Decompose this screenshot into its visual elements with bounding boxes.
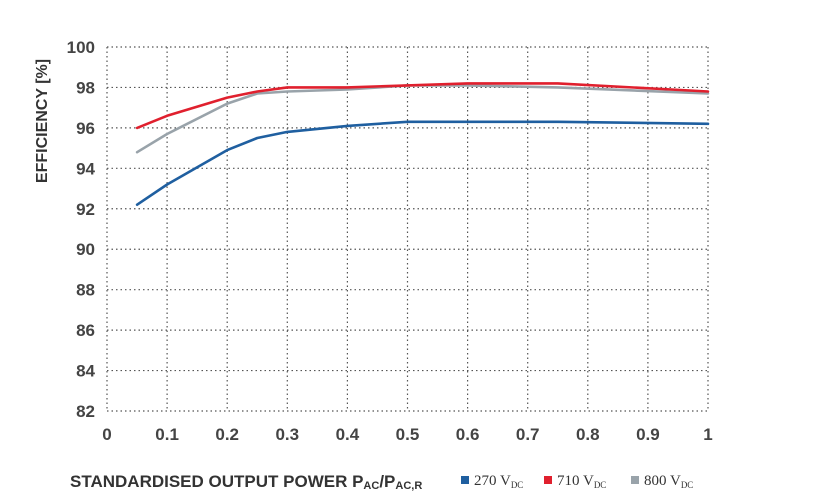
legend-swatch-1 [544, 476, 552, 484]
x-axis-title-main: STANDARDISED OUTPUT POWER P [70, 472, 363, 491]
x-axis-title-sep: /P [379, 472, 395, 491]
y-tick-label-1: 84 [76, 362, 95, 381]
legend-label-sub-1: DC [594, 480, 607, 490]
legend-label-0: 270 VDC [474, 473, 523, 490]
y-tick-label-6: 94 [76, 159, 95, 178]
x-tick-label-0: 0 [102, 425, 111, 444]
x-tick-label-3: 0.3 [275, 425, 299, 444]
x-tick-label-7: 0.7 [516, 425, 540, 444]
y-tick-label-9: 100 [67, 38, 95, 57]
legend-label-sub-2: DC [681, 480, 694, 490]
legend-label-main-1: 710 V [557, 473, 594, 489]
x-axis-title: STANDARDISED OUTPUT POWER PAC/PAC,R [70, 472, 422, 492]
legend-label-main-2: 800 V [644, 473, 681, 489]
x-tick-label-10: 1 [703, 425, 712, 444]
y-tick-labels: 82 84 86 88 90 92 94 96 98 100 [67, 38, 96, 421]
x-tick-label-1: 0.1 [155, 425, 179, 444]
x-tick-label-6: 0.6 [456, 425, 480, 444]
legend: 270 VDC 710 VDC 800 VDC [461, 473, 693, 490]
legend-swatch-2 [631, 476, 639, 484]
legend-item-1: 710 VDC [544, 473, 606, 490]
series-lines [135, 82, 710, 206]
x-tick-labels: 0 0.1 0.2 0.3 0.4 0.5 0.6 0.7 0.8 0.9 1 [102, 425, 712, 444]
series-line-0 [135, 120, 710, 206]
x-tick-label-2: 0.2 [215, 425, 239, 444]
x-axis-title-sub1: AC [363, 480, 379, 492]
y-tick-label-2: 86 [76, 321, 95, 340]
x-tick-label-8: 0.8 [576, 425, 600, 444]
series-line-2 [135, 84, 710, 154]
y-tick-label-4: 90 [76, 240, 95, 259]
y-tick-label-7: 96 [76, 119, 95, 138]
x-tick-label-4: 0.4 [336, 425, 360, 444]
x-axis-title-sub2: AC,R [395, 480, 422, 492]
x-tick-label-9: 0.9 [636, 425, 660, 444]
x-tick-label-5: 0.5 [396, 425, 420, 444]
legend-label-1: 710 VDC [557, 473, 606, 490]
series-line-1 [135, 82, 710, 130]
legend-label-main-0: 270 V [474, 473, 511, 489]
legend-label-2: 800 VDC [644, 473, 693, 490]
y-axis-title: EFFICIENCY [%] [34, 59, 51, 183]
y-tick-label-0: 82 [76, 402, 95, 421]
legend-label-sub-0: DC [511, 480, 524, 490]
legend-item-2: 800 VDC [631, 473, 693, 490]
legend-item-0: 270 VDC [461, 473, 523, 490]
y-tick-label-5: 92 [76, 200, 95, 219]
y-tick-label-8: 98 [76, 78, 95, 97]
grid-lines [106, 46, 709, 412]
y-tick-label-3: 88 [76, 281, 95, 300]
legend-swatch-0 [461, 476, 469, 484]
